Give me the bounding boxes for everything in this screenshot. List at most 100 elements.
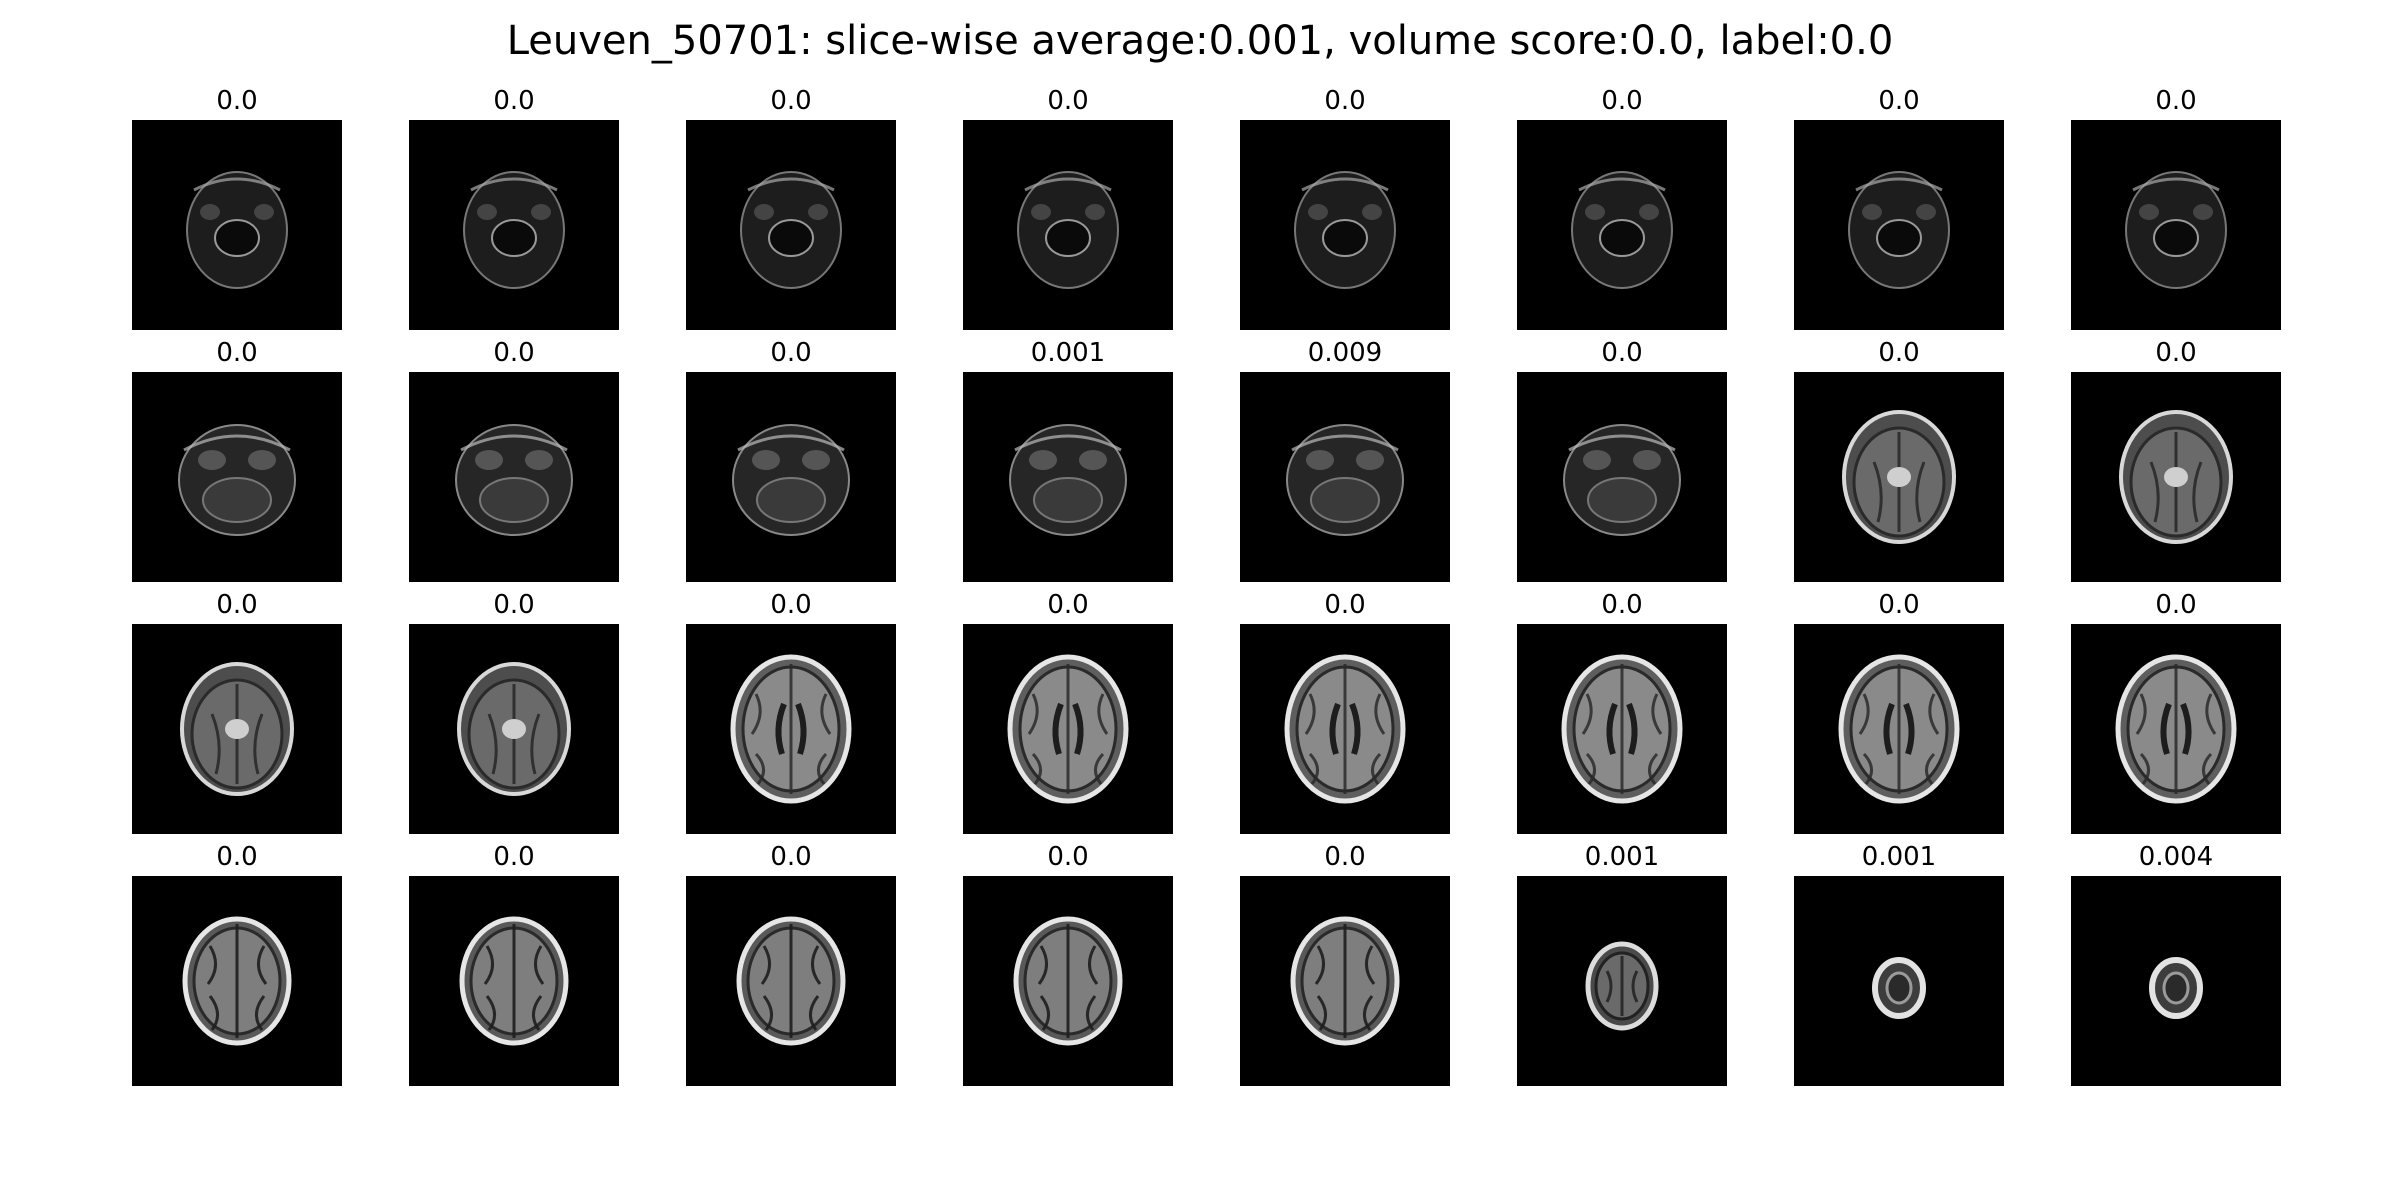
mri-slice-drawing	[1838, 654, 1960, 804]
slice-panel: 0.0	[2071, 590, 2281, 834]
slice-score-label: 0.0	[770, 338, 812, 368]
slice-panel: 0.0	[132, 842, 342, 1086]
mri-slice-drawing	[732, 424, 850, 536]
slice-score-label: 0.0	[216, 86, 258, 116]
slice-panel: 0.0	[1517, 86, 1727, 330]
mri-slice-image	[132, 120, 342, 330]
slice-panel: 0.0	[409, 86, 619, 330]
slice-panel: 0.0	[963, 842, 1173, 1086]
slice-score-label: 0.0	[770, 86, 812, 116]
slice-score-label: 0.0	[493, 590, 535, 620]
mri-slice-drawing	[1284, 654, 1406, 804]
mri-slice-image	[1240, 372, 1450, 582]
slice-score-label: 0.0	[216, 338, 258, 368]
mri-slice-drawing	[457, 662, 571, 796]
mri-slice-drawing	[186, 171, 288, 289]
mri-slice-image	[2071, 624, 2281, 834]
slice-score-label: 0.0	[1601, 338, 1643, 368]
mri-slice-image	[2071, 876, 2281, 1086]
mri-slice-drawing	[1848, 171, 1950, 289]
slice-score-label: 0.0	[1878, 338, 1920, 368]
mri-slice-image	[409, 372, 619, 582]
slice-score-label: 0.001	[1861, 842, 1937, 872]
slice-score-label: 0.0	[1047, 86, 1089, 116]
mri-slice-drawing	[1561, 654, 1683, 804]
mri-slice-drawing	[1007, 654, 1129, 804]
slice-score-label: 0.0	[1878, 590, 1920, 620]
mri-slice-drawing	[2149, 957, 2203, 1019]
mri-slice-image	[409, 876, 619, 1086]
mri-slice-drawing	[730, 654, 852, 804]
slice-panel: 0.0	[686, 338, 896, 582]
mri-slice-drawing	[1013, 916, 1123, 1046]
slice-score-label: 0.0	[1324, 590, 1366, 620]
slice-panel: 0.0	[1794, 590, 2004, 834]
slice-panel: 0.009	[1240, 338, 1450, 582]
slice-score-label: 0.0	[2155, 338, 2197, 368]
mri-slice-image	[2071, 372, 2281, 582]
slice-panel: 0.0	[1794, 338, 2004, 582]
mri-slice-image	[1794, 876, 2004, 1086]
mri-slice-drawing	[1872, 957, 1926, 1019]
mri-slice-drawing	[463, 171, 565, 289]
mri-slice-image	[963, 624, 1173, 834]
mri-slice-image	[686, 120, 896, 330]
slice-panel: 0.001	[1794, 842, 2004, 1086]
slice-score-label: 0.001	[1030, 338, 1106, 368]
mri-slice-image	[1794, 372, 2004, 582]
mri-slice-image	[963, 876, 1173, 1086]
slice-panel: 0.004	[2071, 842, 2281, 1086]
mri-slice-image	[1794, 624, 2004, 834]
slice-panel: 0.0	[1240, 86, 1450, 330]
slice-score-label: 0.0	[1324, 86, 1366, 116]
mri-slice-drawing	[459, 916, 569, 1046]
mri-slice-image	[686, 876, 896, 1086]
slice-score-label: 0.001	[1584, 842, 1660, 872]
slice-score-label: 0.0	[216, 842, 258, 872]
slice-score-label: 0.0	[2155, 86, 2197, 116]
slice-score-label: 0.004	[2138, 842, 2214, 872]
slice-panel: 0.0	[1794, 86, 2004, 330]
mri-slice-drawing	[1563, 424, 1681, 536]
slice-panel: 0.0	[686, 86, 896, 330]
slice-panel: 0.0	[2071, 86, 2281, 330]
slice-score-label: 0.0	[1047, 842, 1089, 872]
slice-panel: 0.0	[1240, 590, 1450, 834]
mri-slice-drawing	[1585, 941, 1659, 1031]
mri-slice-drawing	[1571, 171, 1673, 289]
mri-slice-drawing	[178, 424, 296, 536]
slice-score-label: 0.0	[1047, 590, 1089, 620]
mri-slice-image	[1794, 120, 2004, 330]
slice-score-label: 0.0	[1878, 86, 1920, 116]
mri-slice-drawing	[1017, 171, 1119, 289]
slice-score-label: 0.0	[493, 842, 535, 872]
mri-slice-image	[686, 372, 896, 582]
mri-slice-drawing	[2119, 410, 2233, 544]
mri-slice-drawing	[180, 662, 294, 796]
mri-slice-drawing	[455, 424, 573, 536]
mri-slice-drawing	[2125, 171, 2227, 289]
figure-title: Leuven_50701: slice-wise average:0.001, …	[506, 18, 1894, 64]
slice-score-label: 0.0	[1601, 590, 1643, 620]
mri-slice-drawing	[1842, 410, 1956, 544]
slice-panel: 0.0	[963, 590, 1173, 834]
mri-slice-image	[132, 624, 342, 834]
mri-slice-image	[1517, 876, 1727, 1086]
slice-panel: 0.0	[409, 842, 619, 1086]
mri-slice-drawing	[1290, 916, 1400, 1046]
mri-slice-drawing	[736, 916, 846, 1046]
slice-panel: 0.0	[409, 338, 619, 582]
slice-panel: 0.001	[1517, 842, 1727, 1086]
mri-slice-drawing	[2115, 654, 2237, 804]
mri-slice-image	[686, 624, 896, 834]
slice-score-label: 0.009	[1307, 338, 1383, 368]
slice-panel: 0.0	[686, 842, 896, 1086]
mri-slice-image	[132, 876, 342, 1086]
slice-score-label: 0.0	[1324, 842, 1366, 872]
mri-slice-drawing	[1009, 424, 1127, 536]
mri-slice-image	[409, 624, 619, 834]
slice-panel: 0.0	[409, 590, 619, 834]
mri-slice-image	[963, 120, 1173, 330]
mri-slice-image	[409, 120, 619, 330]
